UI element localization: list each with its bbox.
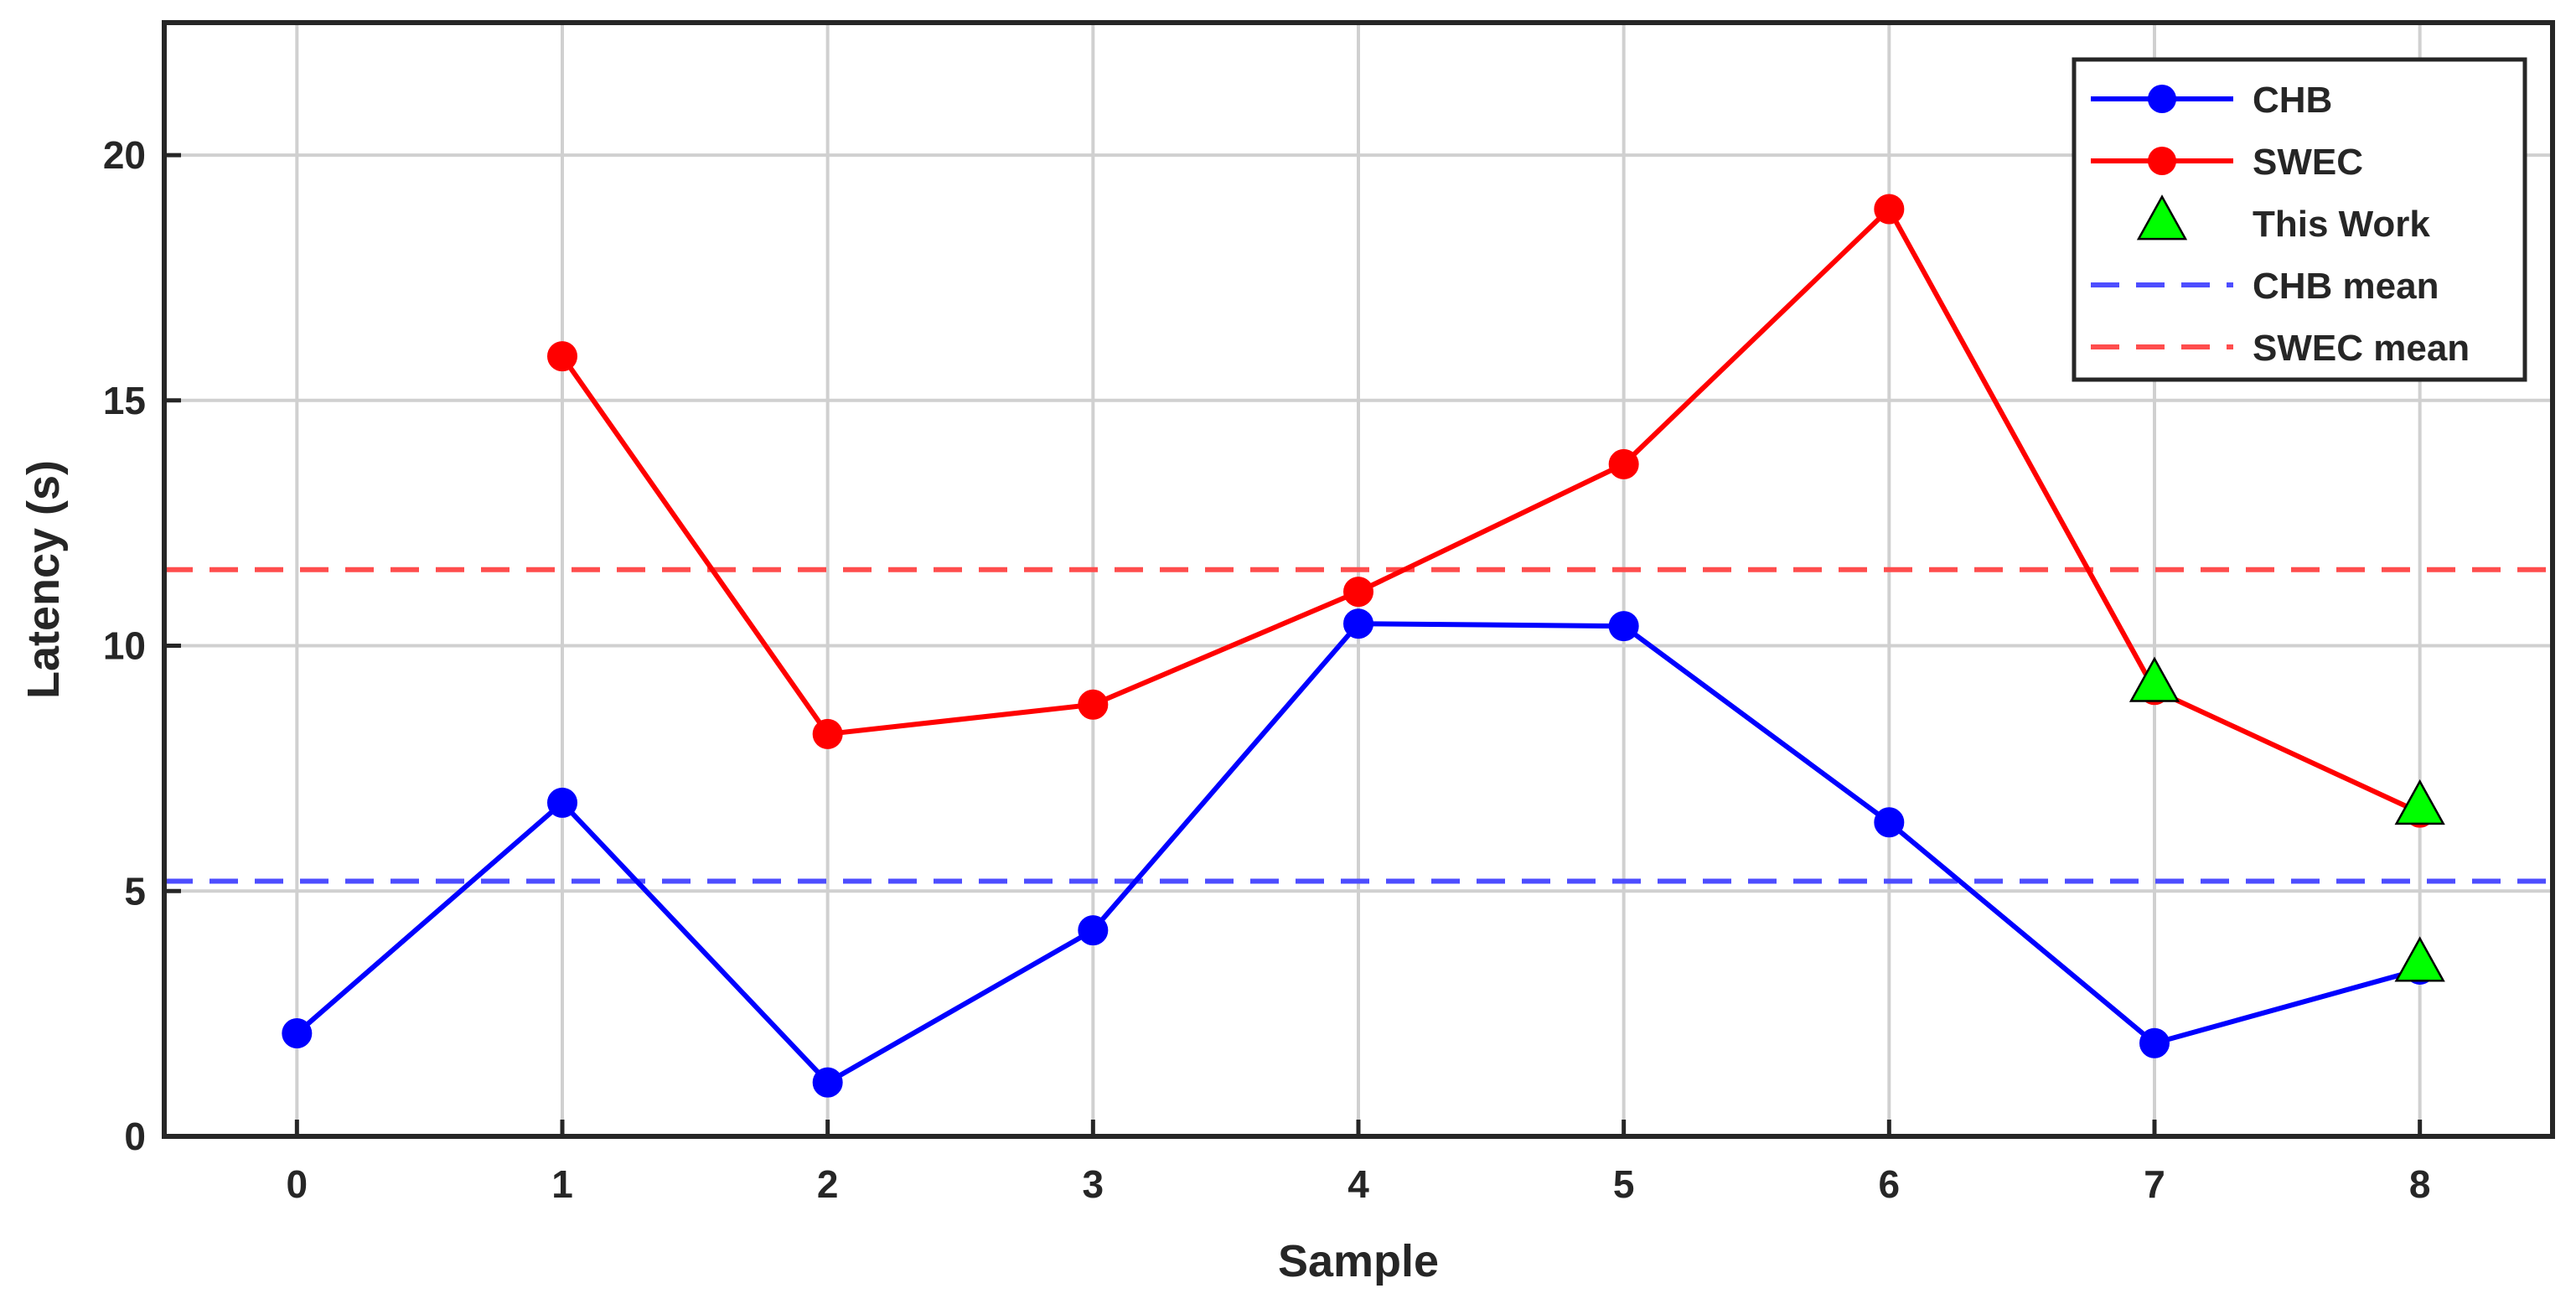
data-point	[2129, 656, 2180, 702]
legend-label: SWEC mean	[2253, 328, 2470, 369]
data-point	[1343, 608, 1373, 639]
legend: CHB SWEC This Work CHB mean SWEC mean	[2072, 57, 2527, 382]
x-axis-label: Sample	[1278, 1236, 1439, 1286]
data-point	[812, 1067, 843, 1098]
x-tick-label: 0	[287, 1162, 308, 1206]
y-axis-label: Latency (s)	[18, 460, 69, 699]
data-point	[1874, 807, 1905, 838]
legend-marker	[2136, 194, 2188, 241]
data-point	[1608, 611, 1639, 642]
x-tick-label: 2	[817, 1162, 839, 1206]
data-point	[2139, 1027, 2170, 1058]
legend-label: This Work	[2253, 204, 2430, 245]
y-tick-label: 15	[103, 379, 146, 422]
data-point	[547, 341, 577, 372]
legend-marker	[2148, 85, 2176, 113]
data-point	[1078, 915, 1109, 946]
x-tick-label: 3	[1083, 1162, 1104, 1206]
x-tick-label: 6	[1879, 1162, 1901, 1206]
legend-label: SWEC	[2253, 142, 2363, 183]
x-tick-label: 8	[2409, 1162, 2431, 1206]
data-point	[1078, 689, 1109, 720]
data-point	[1343, 577, 1373, 608]
data-point	[547, 787, 577, 818]
x-tick-label: 1	[551, 1162, 573, 1206]
data-point	[1874, 194, 1905, 225]
x-tick-label: 5	[1613, 1162, 1635, 1206]
data-point	[282, 1018, 313, 1049]
y-tick-label: 0	[124, 1115, 146, 1158]
legend-marker	[2148, 147, 2176, 175]
data-point	[812, 718, 843, 749]
y-tick-label: 20	[103, 133, 146, 177]
legend-label: CHB mean	[2253, 266, 2439, 307]
mean-lines	[164, 567, 2553, 884]
series-line	[560, 206, 2421, 815]
legend-label: CHB	[2253, 80, 2332, 121]
x-tick-label: 7	[2144, 1162, 2165, 1206]
y-tick-label: 10	[103, 624, 146, 668]
data-point	[1608, 448, 1639, 479]
data-point	[2394, 779, 2445, 825]
y-tick-label: 5	[124, 869, 146, 913]
x-tick-label: 4	[1347, 1162, 1369, 1206]
data-point	[2394, 936, 2445, 982]
series-markers	[282, 194, 2445, 1098]
ticks: 0 1 2 3 4 5 6 7 8 0 5 10 15 20	[103, 133, 2431, 1206]
